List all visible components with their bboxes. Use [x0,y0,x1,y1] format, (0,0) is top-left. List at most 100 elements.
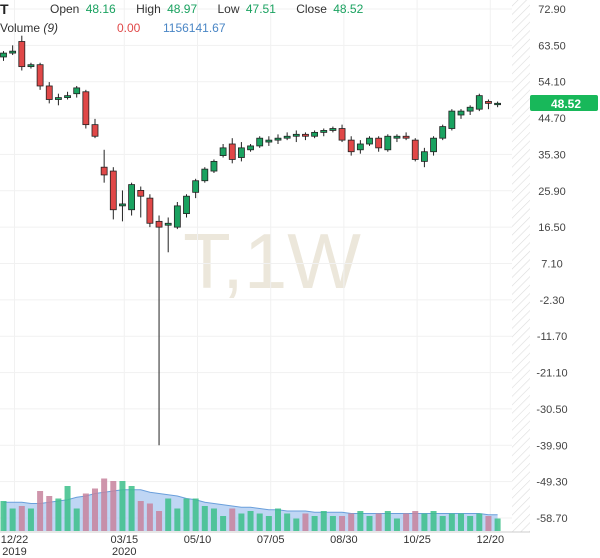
y-tick-label: 54.10 [538,77,566,89]
candle-body [109,170,117,211]
candle [210,159,218,173]
candle-body [237,147,245,158]
candle-body [338,128,346,141]
candle [475,93,483,112]
volume-bar [403,513,410,531]
volume-bar [9,508,16,531]
candle [247,143,254,152]
candle-body [100,166,108,176]
candle-body [82,91,90,126]
candle-body [466,106,474,112]
candle [164,217,172,253]
volume-bar [247,511,254,531]
last-price-tag: 48.52 [530,95,598,111]
candle-body [448,110,456,129]
volume-bar [165,498,172,531]
volume-bar [448,513,455,531]
grid [0,0,512,532]
candle [338,124,346,143]
candle [494,101,502,108]
y-tick-label: 16.50 [538,222,566,234]
volume-bar [201,506,208,531]
candle-body [137,189,145,197]
volume-bar [18,506,25,531]
candle [283,132,291,141]
candle-body [210,160,218,172]
candle [128,182,136,216]
volume-bar [238,513,245,531]
candle [274,134,282,144]
volume-bar [430,511,437,531]
candles [0,35,502,446]
candle-body [347,139,355,153]
high-value: 48.97 [167,2,198,16]
candle-body [384,135,392,151]
volume-period: (9) [43,21,59,35]
volume-bar [55,498,62,531]
candle-body [439,126,447,139]
candle [0,51,7,61]
candle-body [302,133,309,137]
candle [9,45,17,56]
candle-body [393,135,401,139]
volume-value: 0.00 [117,21,141,35]
volume-bar [302,513,309,531]
volume-bar [37,491,44,531]
candle [356,140,364,154]
candle [237,142,245,162]
candle-body [430,137,437,153]
y-tick-label: -39.90 [536,440,567,452]
volume-bar [46,496,53,531]
volume-bar [275,508,281,531]
y-tick-label: -11.70 [537,331,567,343]
candle [292,130,300,143]
candle [311,130,319,139]
x-tick-year: 2019 [2,546,26,558]
candle [448,109,456,131]
volume-bar [128,486,135,531]
volume-bar [467,516,474,531]
volume-bar [329,516,336,531]
candle-body [183,195,190,215]
candle [36,62,44,90]
open-label: Open [50,2,80,16]
header-row-1: T [0,1,9,17]
volume-bar [192,498,199,531]
candle [45,82,53,104]
candle-body [485,101,492,104]
close-value: 48.52 [333,2,364,16]
candle-body [18,41,26,68]
candle-body [64,95,71,98]
volume-bar [348,513,355,531]
candle-body [119,203,126,207]
y-tick-label: 72.90 [538,4,566,16]
candle [420,147,428,168]
low-label: Low [217,2,240,16]
candle-body [292,133,300,137]
candle-body [402,135,410,139]
future-area [512,0,530,532]
candle-body [475,95,483,110]
candle-body [0,52,7,58]
volume-bar [458,513,464,531]
candle [137,186,145,218]
volume-bar [183,498,190,531]
candle-body [356,143,364,151]
candle [82,89,90,129]
volume-bar [384,511,391,531]
volume-label: Volume [0,21,41,35]
candle-body [155,220,163,228]
y-tick-label: -2.30 [539,295,564,307]
x-tick-label: 10/25 [403,534,431,546]
y-tick-label: 35.30 [538,149,566,161]
volume-bar [485,516,492,531]
candle-body [192,180,200,193]
candle [73,85,81,98]
y-tick-label: 63.50 [538,40,566,52]
candle-body [55,97,62,100]
candle-body [457,110,465,116]
candle-body [27,64,35,68]
volume-bar [366,516,373,531]
